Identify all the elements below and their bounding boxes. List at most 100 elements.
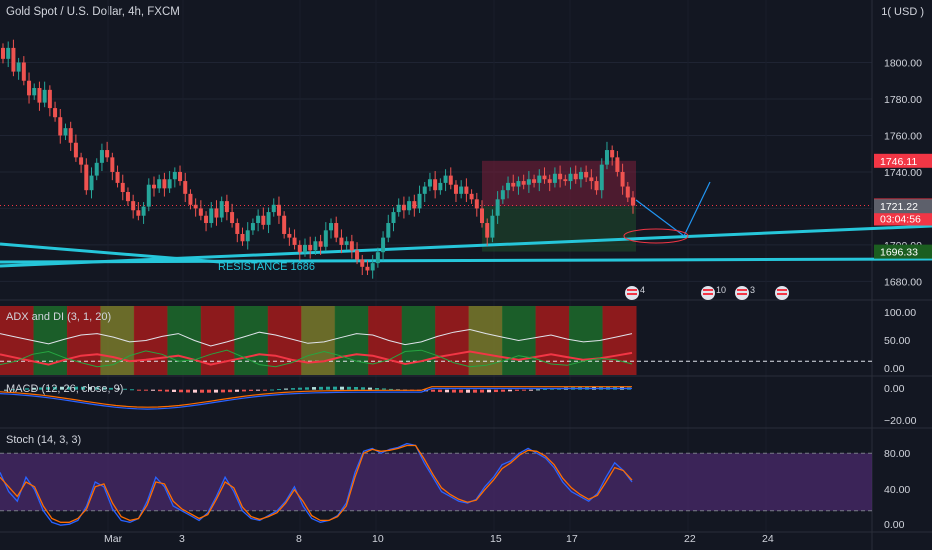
macd-histogram-bar <box>473 389 477 393</box>
candle-body <box>500 190 505 200</box>
macd-histogram-bar <box>361 387 365 390</box>
candle-body <box>599 164 604 191</box>
macd-histogram-bar <box>431 389 435 392</box>
flag-stripe <box>703 293 713 295</box>
candle-body <box>631 197 635 206</box>
adx-background-segment <box>368 306 403 375</box>
price-tag <box>874 244 932 259</box>
candle-body <box>297 244 302 253</box>
candle-body <box>511 182 516 187</box>
price-axis-label: 1680.00 <box>884 276 922 288</box>
candle-body <box>474 199 479 209</box>
candle-body <box>183 181 188 194</box>
candle-body <box>495 199 500 216</box>
time-axis-label: 8 <box>296 533 302 545</box>
currency-label[interactable]: 1( USD ) <box>881 6 924 18</box>
macd-histogram-bar <box>242 389 246 392</box>
candle-body <box>386 223 391 238</box>
macd-histogram-bar <box>389 388 393 390</box>
adx-axis-label: 100.00 <box>884 307 916 319</box>
candle-body <box>573 173 578 180</box>
macd-histogram-bar <box>137 389 141 391</box>
adx-series-line <box>0 349 633 368</box>
trendline-ascending <box>0 224 932 268</box>
macd-histogram-bar <box>354 386 358 390</box>
candle-body <box>53 108 58 118</box>
candle-body <box>537 175 542 183</box>
macd-histogram-bar <box>445 389 449 393</box>
candle-body <box>594 181 599 191</box>
candle-body <box>604 150 609 165</box>
macd-histogram-bar <box>340 386 344 390</box>
macd-histogram-bar <box>144 389 148 391</box>
macd-signal-line <box>0 386 632 408</box>
adx-series-line <box>0 350 633 366</box>
candle-body <box>427 179 432 187</box>
macd-histogram-bar <box>193 389 197 393</box>
candle-body <box>21 62 26 81</box>
candle-body <box>6 47 11 59</box>
candle-body <box>68 128 73 143</box>
candle-body <box>214 208 219 218</box>
candle-body <box>73 142 78 158</box>
candle-body <box>256 215 261 224</box>
candle-body <box>506 182 511 191</box>
candle-body <box>261 215 266 225</box>
candle-body <box>198 208 203 216</box>
candle-body <box>490 215 495 238</box>
macd-histogram-bar <box>466 389 470 393</box>
candle-body <box>417 193 422 209</box>
macd-histogram-bar <box>256 389 260 391</box>
candle-body <box>558 173 563 180</box>
candle-body <box>16 62 21 72</box>
adx-background-segment <box>200 306 235 375</box>
candle-body <box>37 88 42 103</box>
macd-histogram-bar <box>319 386 323 390</box>
macd-histogram-bar <box>312 387 316 390</box>
macd-histogram-bar <box>172 389 176 392</box>
macd-histogram-bar <box>60 386 64 390</box>
candle-body <box>240 233 245 242</box>
candle-body <box>542 175 547 180</box>
candle-body <box>422 186 427 194</box>
event-badge-count: 4 <box>640 285 645 295</box>
stoch-axis-label: 40.00 <box>884 484 910 496</box>
price-tag <box>874 153 932 168</box>
candle-body <box>339 237 344 245</box>
candle-body <box>370 263 375 271</box>
candle-body <box>125 192 130 202</box>
candle-body <box>313 241 318 251</box>
candle-body <box>63 128 68 136</box>
macd-histogram-bar <box>536 389 540 391</box>
candle-body <box>318 241 323 247</box>
macd-histogram-bar <box>452 389 456 393</box>
macd-histogram-bar <box>88 386 92 390</box>
macd-line <box>0 387 632 410</box>
candle-body <box>99 150 104 163</box>
macd-histogram-bar <box>438 389 442 393</box>
event-badge-count: 3 <box>750 285 755 295</box>
candle-body <box>344 241 349 245</box>
candle-body <box>526 179 531 185</box>
macd-histogram-bar <box>4 389 8 391</box>
macd-histogram-bar <box>494 389 498 393</box>
candle-body <box>443 175 448 183</box>
adx-background-segment <box>167 306 202 375</box>
flag-stripe <box>777 293 787 295</box>
macd-histogram-bar <box>200 389 204 393</box>
candle-body <box>412 201 417 209</box>
macd-histogram-bar <box>543 388 547 390</box>
candle-body <box>308 244 313 251</box>
macd-histogram-bar <box>25 388 29 390</box>
candle-body <box>360 259 365 267</box>
candle-body <box>209 208 214 224</box>
candle-body <box>245 230 250 242</box>
macd-histogram-bar <box>53 386 57 390</box>
candle-body <box>355 250 360 260</box>
candle-body <box>625 186 630 198</box>
candle-body <box>271 204 276 213</box>
price-axis-label: 1780.00 <box>884 94 922 106</box>
macd-axis-label: −20.00 <box>884 415 917 427</box>
candle-body <box>568 173 573 182</box>
